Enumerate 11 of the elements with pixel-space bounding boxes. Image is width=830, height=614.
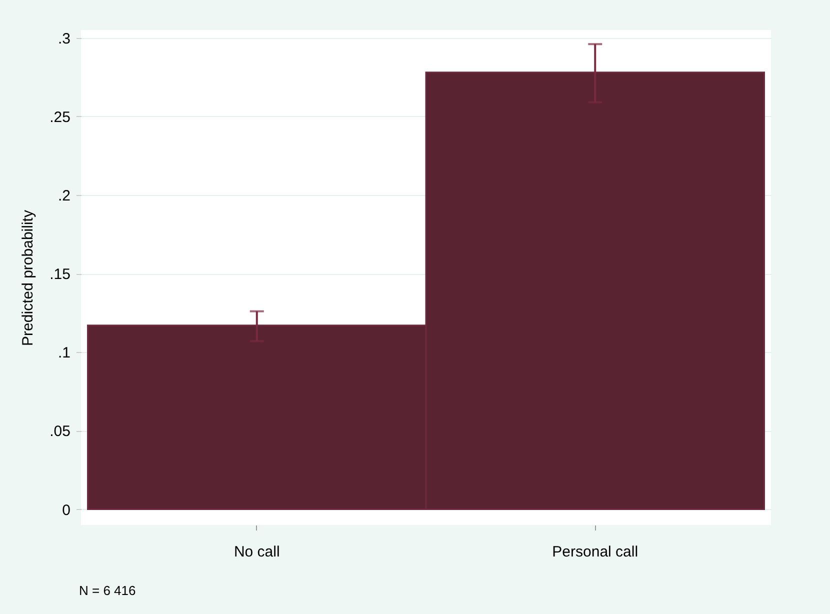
y-axis-title: Predicted probability xyxy=(20,210,37,346)
y-tick-label: .25 xyxy=(50,108,70,126)
x-tick-label: No call xyxy=(234,544,280,560)
x-tick-label: Personal call xyxy=(552,544,638,560)
y-tick-label: .2 xyxy=(58,188,70,204)
y-tick-label: .1 xyxy=(58,344,70,362)
y-tick-label: .05 xyxy=(50,423,70,440)
y-tick-label: .15 xyxy=(50,266,70,284)
y-tick-label: .3 xyxy=(58,30,70,48)
y-tick-label: 0 xyxy=(62,502,70,519)
text: N = 6 416 xyxy=(79,583,136,598)
